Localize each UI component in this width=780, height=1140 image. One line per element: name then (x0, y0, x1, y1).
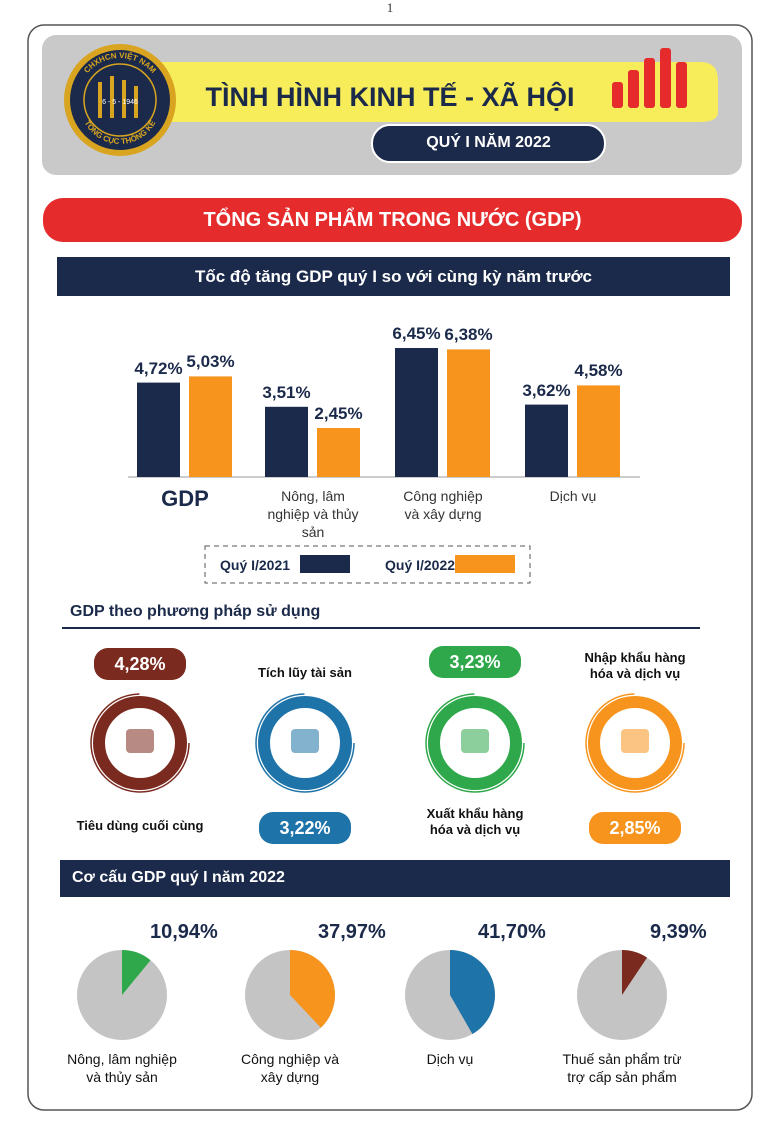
bar (265, 406, 308, 477)
pie-slice (450, 950, 496, 1035)
header-title: TÌNH HÌNH KINH TẾ - XÃ HỘI (205, 82, 575, 112)
frame (27, 24, 753, 1111)
category-label: Công nghiệp và xây dựng (403, 488, 483, 522)
use-value: 2,85% (609, 818, 661, 838)
period: QUÝ I NĂM 2022 (426, 134, 551, 151)
ring-outer (90, 693, 190, 793)
bar (525, 404, 568, 477)
pie-category: Công nghiệp và xây dựng (240, 1051, 340, 1085)
icon (461, 729, 489, 753)
pie-slice (622, 950, 648, 995)
value-badge (589, 812, 681, 844)
use-label: Tiêu dùng cuối cùng (76, 818, 204, 833)
legend-box (204, 545, 531, 584)
ring-outer (425, 693, 525, 793)
period-pill (371, 124, 606, 163)
bar (447, 349, 490, 477)
title-bar (57, 257, 730, 296)
bar-value-label: 4,72% (134, 358, 183, 378)
pie-value-label: 9,39% (650, 921, 707, 943)
use-label: Xuất khẩu hàng hóa và dịch vụ (426, 806, 524, 837)
value-badge (94, 648, 186, 680)
value-badge (259, 812, 351, 844)
chart-title: Tốc độ tăng GDP quý I so với cùng kỳ năm… (194, 267, 592, 286)
pie-value-label: 10,94% (150, 921, 218, 943)
title-bar (60, 860, 730, 897)
ring (428, 696, 522, 790)
pie-slice (122, 950, 151, 995)
bar (317, 428, 360, 477)
bar-value-label: 2,45% (314, 404, 363, 423)
legend-swatch (300, 555, 350, 573)
bar-value-label: 4,58% (574, 361, 623, 381)
use-value: 3,22% (279, 818, 331, 838)
legend-label: Quý I/2021 (220, 557, 291, 573)
ring (93, 696, 187, 790)
category-label: Dịch vụ (549, 488, 597, 504)
bar (137, 382, 180, 477)
pie-category: Dịch vụ (426, 1051, 474, 1067)
ring-outer (585, 693, 685, 793)
pie-title: Cơ cấu GDP quý I năm 2022 (72, 869, 285, 886)
use-label: Nhập khẩu hàng hóa và dịch vụ (584, 650, 686, 681)
pie-category: Nông, lâm nghiệp và thủy sản (67, 1051, 177, 1085)
logo-date: 6 - 5 - 1946 (102, 99, 138, 106)
use-value: 4,28% (114, 654, 166, 674)
bar-value-label: 6,45% (392, 324, 441, 343)
section-title: TỔNG SẢN PHẨM TRONG NƯỚC (GDP) (203, 209, 582, 231)
bar-value-label: 5,03% (186, 352, 235, 372)
bar-value-label: 6,38% (444, 325, 493, 345)
pie-value-label: 37,97% (318, 921, 386, 943)
use-label: Tích lũy tài sản (258, 665, 352, 680)
use-value: 3,23% (449, 652, 501, 672)
bar (189, 376, 232, 477)
pie-slice (290, 950, 336, 1028)
page-number: 1 (386, 0, 394, 15)
bar-value-label: 3,51% (262, 382, 311, 402)
value-badge (429, 646, 521, 678)
section-pill (43, 198, 742, 242)
icon (291, 729, 319, 753)
legend-swatch (455, 555, 515, 573)
use-title: GDP theo phương pháp sử dụng (70, 603, 321, 620)
bar-icon (612, 48, 687, 108)
pie-category: Thuế sản phẩm trừ trợ cấp sản phẩm (562, 1051, 682, 1085)
pie-value-label: 41,70% (478, 921, 546, 943)
icon (621, 729, 649, 753)
ring (588, 696, 682, 790)
bar (577, 385, 620, 477)
category-label: GDP (161, 486, 209, 511)
bar (395, 348, 438, 477)
icon (126, 729, 154, 753)
bar-value-label: 3,62% (522, 380, 571, 400)
header-banner (120, 62, 718, 122)
category-label: Nông, lâm nghiệp và thủy sản (267, 488, 359, 540)
ring-outer (255, 693, 355, 793)
ring (258, 696, 352, 790)
legend-label: Quý I/2022 (385, 557, 456, 573)
